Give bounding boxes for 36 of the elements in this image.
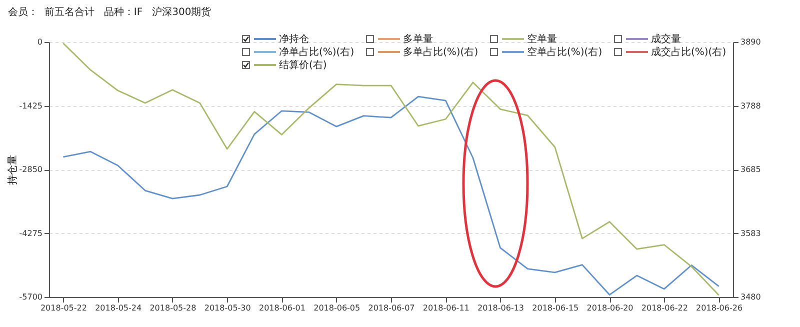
x-tick-label: 2018-06-26 <box>696 304 743 312</box>
x-tick-label: 2018-06-05 <box>314 304 360 312</box>
y-tick-label: -1425 <box>19 101 42 110</box>
legend-label: 净持仓 <box>279 32 309 46</box>
line-series <box>62 42 720 296</box>
x-tick-label: 2018-06-15 <box>532 304 579 312</box>
legend-label: 多单占比(%)(右) <box>403 46 478 59</box>
y-tick-label: -5700 <box>19 292 42 302</box>
x-tick-label: 2018-06-13 <box>478 304 524 312</box>
y2-tick-label: 3890 <box>740 38 761 46</box>
y2-tick-label: 3480 <box>740 292 761 302</box>
x-tick-label: 2018-05-28 <box>150 304 196 312</box>
y-tick-label: 0 <box>37 38 42 46</box>
x-tick-label: 2018-05-22 <box>40 304 87 312</box>
x-tick-label: 2018-05-30 <box>204 304 251 312</box>
y-tick-label: -4275 <box>19 228 42 238</box>
x-tick-label: 2018-06-01 <box>258 304 306 312</box>
legend-label: 成交占比(%)(右) <box>651 46 726 59</box>
legend-label: 空单量 <box>527 32 557 46</box>
x-tick-label: 2018-05-24 <box>95 304 142 312</box>
chart-title: 会员： 前五名合计 品种：IF 沪深300期货 <box>8 6 212 19</box>
y2-tick-label: 3685 <box>740 165 761 174</box>
x-tick-label: 2018-06-07 <box>368 304 415 312</box>
line-series <box>62 96 720 296</box>
legend-label: 成交量 <box>651 32 681 46</box>
legend-label: 净单占比(%)(右) <box>279 46 354 59</box>
y2-tick-label: 3583 <box>740 228 761 238</box>
y-axis-title: 持仓量 <box>6 155 18 185</box>
y2-tick-label: 3788 <box>740 101 761 110</box>
x-tick-label: 2018-06-20 <box>586 304 634 312</box>
x-tick-label: 2018-06-22 <box>641 304 688 312</box>
legend-label: 多单量 <box>403 32 433 46</box>
legend-label: 结算价(右) <box>279 58 327 72</box>
y-tick-label: -2850 <box>19 165 42 174</box>
x-tick-label: 2018-06-11 <box>422 304 470 312</box>
legend-label: 空单占比(%)(右) <box>527 46 602 59</box>
